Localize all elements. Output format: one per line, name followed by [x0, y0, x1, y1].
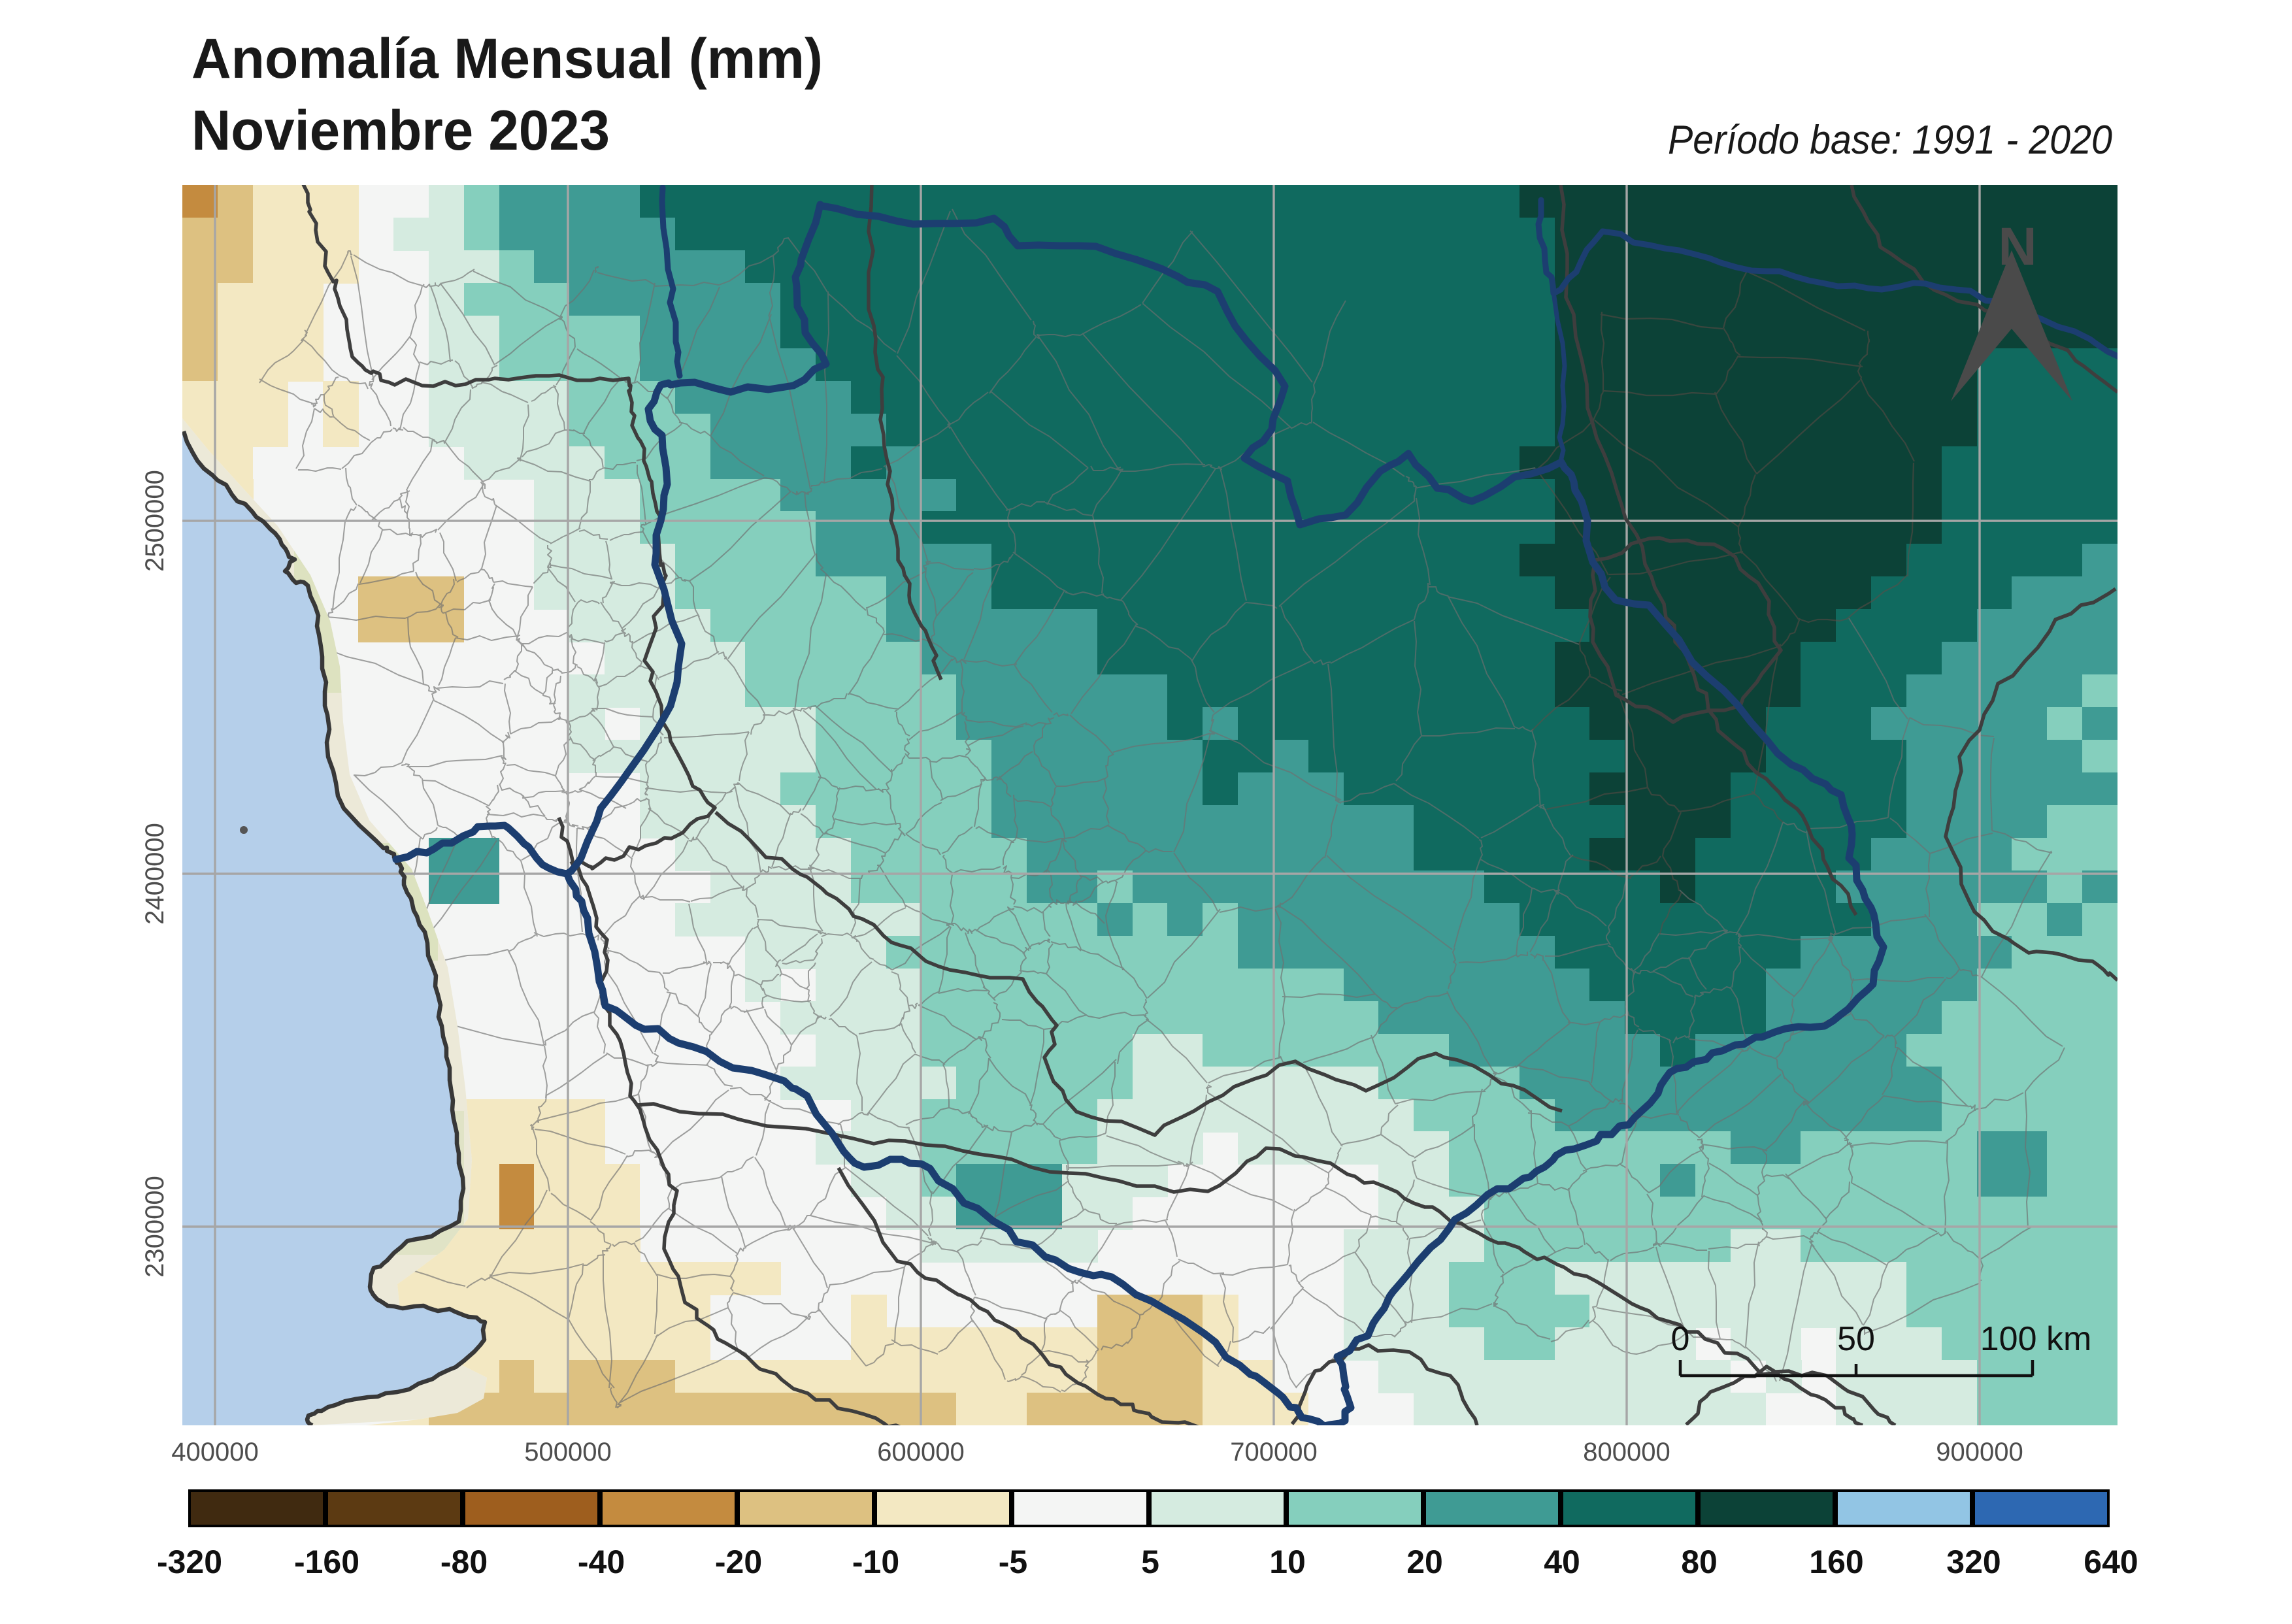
svg-text:50: 50: [1837, 1320, 1875, 1358]
svg-text:600000: 600000: [877, 1438, 964, 1467]
svg-text:N: N: [1998, 217, 2036, 276]
svg-text:2500000: 2500000: [141, 470, 169, 572]
svg-text:2300000: 2300000: [141, 1176, 169, 1278]
svg-text:900000: 900000: [1936, 1438, 2023, 1467]
svg-text:Noviembre 2023: Noviembre 2023: [191, 99, 610, 162]
svg-text:-40: -40: [578, 1544, 625, 1580]
svg-text:500000: 500000: [524, 1438, 611, 1467]
svg-text:20: 20: [1406, 1544, 1443, 1580]
svg-text:Anomalía Mensual (mm): Anomalía Mensual (mm): [191, 27, 823, 90]
svg-text:80: 80: [1681, 1544, 1718, 1580]
svg-text:2400000: 2400000: [141, 823, 169, 925]
svg-text:40: 40: [1544, 1544, 1580, 1580]
svg-text:5: 5: [1141, 1544, 1159, 1580]
svg-text:-5: -5: [999, 1544, 1027, 1580]
svg-text:-10: -10: [852, 1544, 899, 1580]
svg-text:320: 320: [1946, 1544, 2001, 1580]
svg-text:10: 10: [1269, 1544, 1306, 1580]
svg-text:640: 640: [2084, 1544, 2138, 1580]
svg-text:800000: 800000: [1583, 1438, 1670, 1467]
svg-text:-160: -160: [294, 1544, 359, 1580]
svg-text:100 km: 100 km: [1980, 1320, 2092, 1358]
svg-text:0: 0: [1671, 1320, 1690, 1358]
svg-text:-80: -80: [440, 1544, 488, 1580]
svg-text:400000: 400000: [171, 1438, 258, 1467]
svg-text:Período base: 1991 - 2020: Período base: 1991 - 2020: [1668, 118, 2112, 163]
svg-text:-320: -320: [157, 1544, 222, 1580]
svg-text:700000: 700000: [1230, 1438, 1317, 1467]
svg-text:-20: -20: [715, 1544, 762, 1580]
svg-text:160: 160: [1809, 1544, 1863, 1580]
